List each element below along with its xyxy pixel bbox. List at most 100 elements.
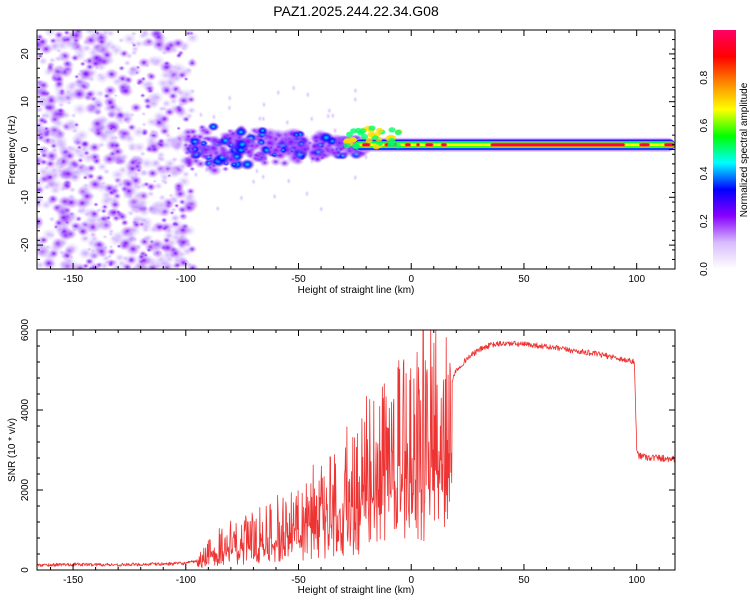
x-tick-label: 100 [628, 575, 645, 586]
noise-blob [129, 102, 143, 114]
noise-blob [147, 202, 164, 216]
noise-blob [88, 104, 95, 111]
noise-blob [305, 91, 311, 99]
noise-blob [159, 126, 171, 136]
noise-blob [170, 156, 179, 163]
noise-blob [93, 202, 99, 207]
noise-blob [177, 70, 188, 80]
tone-peak-segment [362, 143, 370, 147]
noise-blob [171, 221, 178, 227]
noise-blob [86, 172, 96, 180]
noise-blob [57, 205, 66, 213]
tone-transition-blob [376, 127, 384, 134]
noise-blob [107, 228, 115, 235]
noise-blob [172, 261, 183, 269]
noise-blob [167, 167, 182, 180]
noise-blob [171, 214, 180, 222]
noise-blob [215, 205, 221, 213]
noise-blob [124, 229, 137, 240]
colorbar-gradient [713, 30, 736, 269]
noise-blob [145, 182, 157, 192]
x-tick-label: 50 [518, 274, 530, 285]
noise-blob [160, 49, 168, 56]
signal-blob [188, 166, 196, 172]
signal-blob [267, 144, 275, 151]
snr-x-axis: -150 -100 -50 0 50 100 [50, 330, 660, 586]
noise-blob [63, 241, 81, 256]
noise-blob [105, 215, 112, 221]
spectrogram-y-axis: -20 -10 0 10 20 [20, 29, 675, 270]
noise-blob [37, 94, 51, 106]
signal-blob [221, 165, 230, 173]
colorbar-label: Normalized spectral amplitude [739, 82, 750, 217]
signal-blob [274, 143, 283, 151]
noise-blob [63, 118, 78, 130]
noise-blob [53, 131, 63, 140]
noise-blob [82, 182, 90, 189]
noise-blob [140, 30, 149, 37]
colorbar-tick-label: 0.8 [699, 70, 710, 84]
figure-title: PAZ1.2025.244.22.34.G08 [273, 3, 439, 19]
noise-blob [58, 249, 66, 256]
x-tick-label: 0 [408, 274, 414, 285]
noise-blob [106, 247, 117, 256]
noise-blob [140, 111, 147, 117]
spectrogram-x-label: Height of straight line (km) [298, 285, 415, 296]
noise-blob [121, 254, 130, 263]
tone-peak-segment [416, 143, 420, 147]
noise-blob [184, 66, 194, 75]
noise-blob [71, 226, 79, 233]
noise-blob [181, 191, 198, 205]
noise-blob [48, 249, 60, 259]
noise-blob [79, 68, 92, 79]
noise-blob [122, 263, 133, 269]
tone-transition-blob [343, 143, 351, 149]
noise-blob [52, 90, 69, 105]
noise-blob [63, 161, 79, 175]
x-tick-label: 0 [408, 575, 414, 586]
noise-blob [79, 139, 91, 149]
noise-blob [309, 115, 315, 123]
noise-blob [67, 30, 85, 43]
noise-blob [118, 84, 134, 98]
noise-blob [164, 66, 178, 78]
noise-blob [112, 141, 122, 150]
snr-y-label: SNR (10 * v/v) [7, 418, 18, 482]
noise-blob [67, 40, 81, 52]
noise-blob [138, 220, 154, 234]
tone-transition-blob [349, 136, 357, 143]
noise-blob [84, 257, 94, 266]
x-tick-label: 100 [628, 274, 645, 285]
tone-transition-blob [367, 132, 375, 138]
noise-blob [41, 228, 58, 242]
noise-blob [92, 128, 105, 139]
noise-blob [139, 92, 146, 99]
signal-blob [194, 140, 203, 147]
x-tick-label: -150 [63, 274, 83, 285]
signal-blob [209, 162, 218, 169]
tone-transition-blob [346, 131, 354, 137]
noise-blob [79, 190, 95, 203]
colorbar-tick-label: 0.4 [699, 166, 710, 180]
noise-blob [85, 163, 97, 173]
spectrogram-y-label: Frequency (Hz) [7, 116, 18, 185]
snr-y-axis: 0 2000 4000 6000 [20, 318, 675, 573]
tone-transition-blob [372, 144, 380, 150]
noise-blob [188, 88, 196, 95]
noise-blob [152, 251, 160, 258]
noise-blob [172, 104, 187, 116]
noise-blob [71, 128, 79, 134]
noise-blob [107, 188, 117, 197]
noise-blob [157, 105, 166, 113]
signal-blob [220, 152, 228, 158]
noise-blob [140, 169, 149, 177]
noise-blob [53, 138, 69, 151]
noise-blob [162, 180, 169, 186]
noise-blob [93, 218, 110, 232]
noise-blob [137, 57, 151, 68]
signal-blob [318, 131, 335, 144]
y-tick-label: -20 [20, 237, 31, 252]
noise-blob [140, 129, 149, 137]
noise-blob [76, 204, 90, 216]
